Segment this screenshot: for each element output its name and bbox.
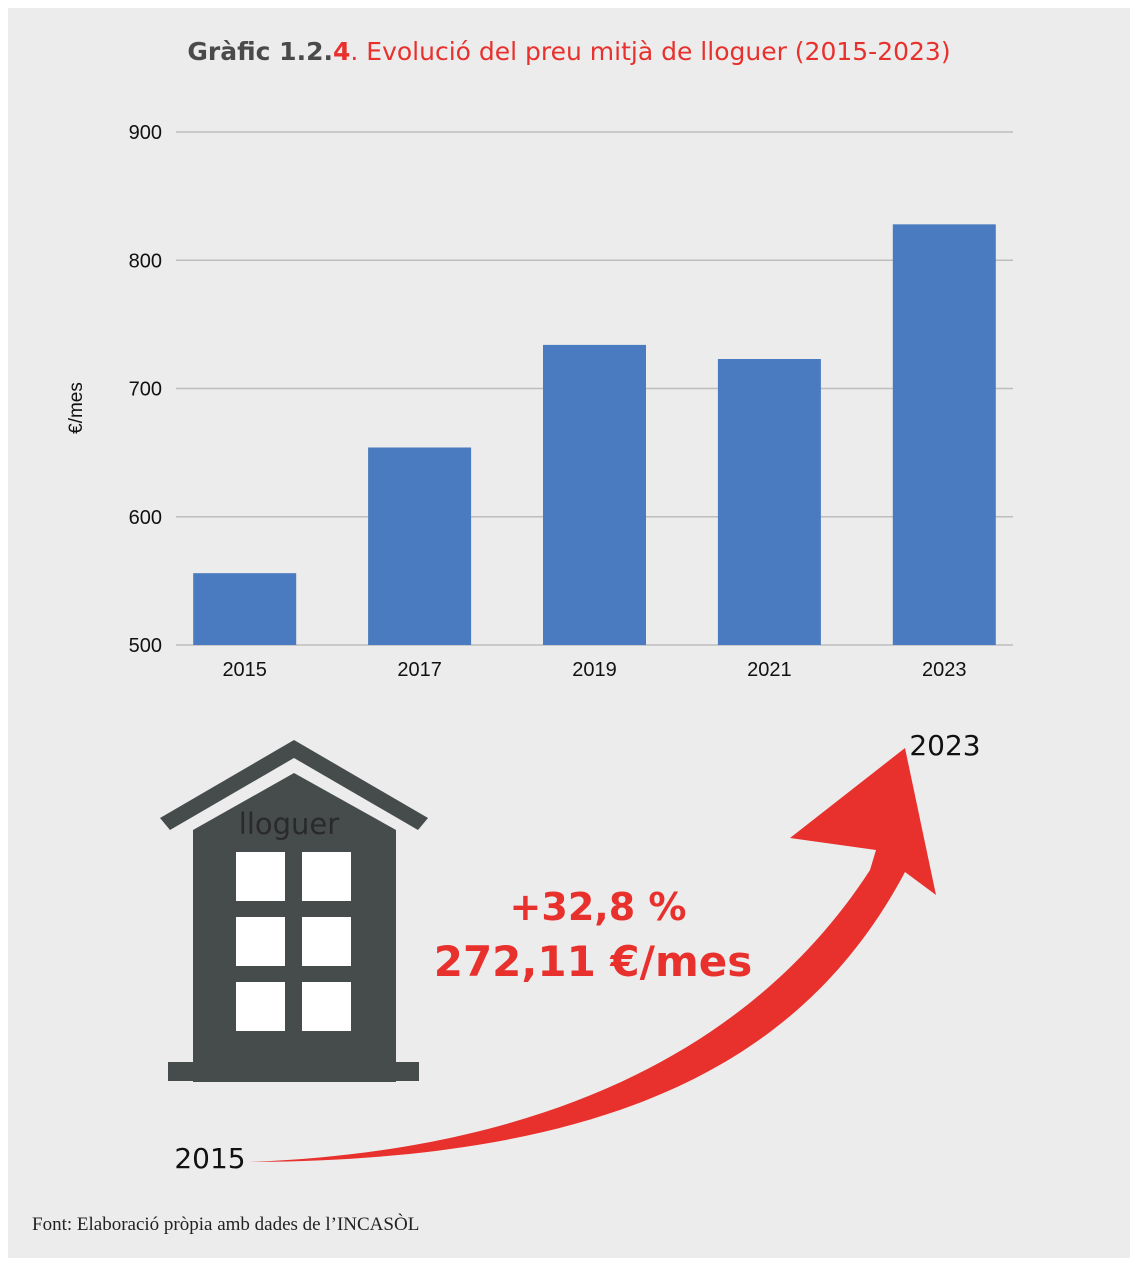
chart-title: Gràfic 1.2.4. Evolució del preu mitjà de… (0, 37, 1138, 66)
x-tick-labels: 2015 2017 2019 2021 2023 (222, 659, 966, 681)
end-year-label: 2023 (909, 729, 980, 762)
amount-increase: 272,11 €/mes (434, 937, 753, 986)
x-tick-label: 2021 (747, 659, 792, 681)
bars (193, 224, 996, 645)
house-label: lloguer (239, 807, 339, 841)
x-tick-label: 2023 (922, 659, 967, 681)
percent-increase: +32,8 % (510, 885, 687, 929)
x-tick-label: 2015 (222, 659, 267, 681)
x-tick-label: 2019 (572, 659, 617, 681)
y-tick-label: 900 (129, 122, 162, 144)
y-tick-labels: 500 600 700 800 900 (129, 122, 162, 657)
bar-2019 (543, 344, 646, 645)
title-text: . Evolució del preu mitjà de lloguer (20… (350, 37, 951, 66)
source-note: Font: Elaboració pròpia amb dades de l’I… (32, 1214, 420, 1235)
building-icon (160, 740, 428, 1082)
y-axis-label: €/mes (66, 382, 87, 434)
bar-2023 (892, 224, 996, 645)
start-year-label: 2015 (174, 1142, 245, 1175)
y-tick-label: 500 (129, 635, 162, 657)
bar-2021 (717, 359, 821, 645)
y-tick-label: 800 (129, 250, 162, 272)
bar-2015 (193, 573, 297, 645)
title-number: 4 (332, 37, 351, 66)
bar-2017 (368, 447, 472, 645)
y-tick-label: 700 (129, 379, 162, 401)
y-tick-label: 600 (129, 507, 162, 529)
title-prefix: Gràfic 1.2. (187, 37, 333, 66)
x-tick-label: 2017 (397, 659, 442, 681)
growth-arrow (250, 748, 936, 1162)
